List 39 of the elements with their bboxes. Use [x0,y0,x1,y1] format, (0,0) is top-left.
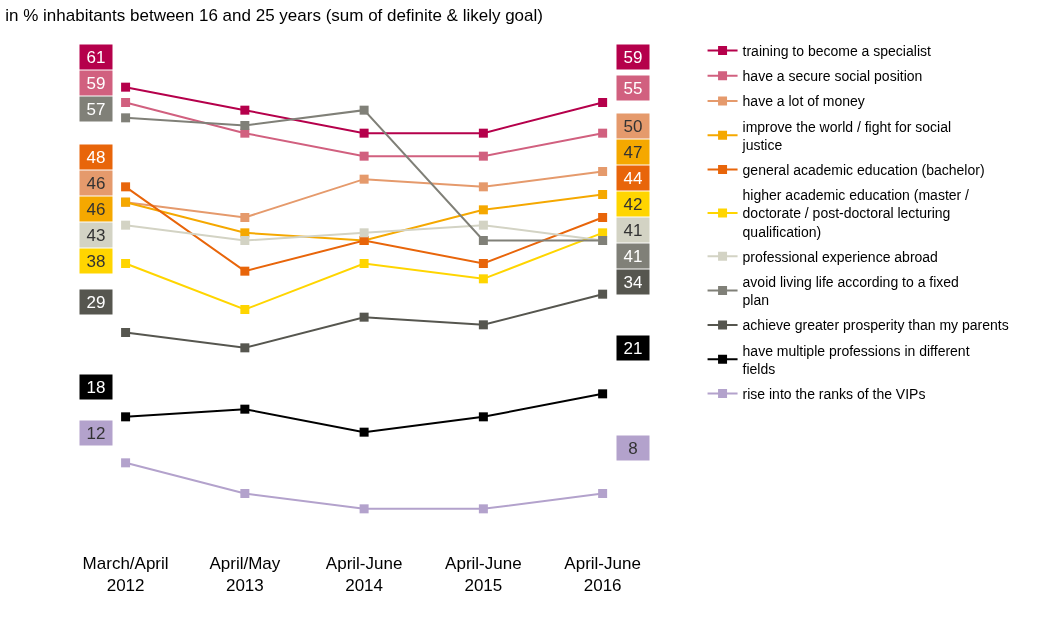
data-label: 47 [623,142,643,162]
data-label: 8 [628,438,638,458]
x-tick-label: April/May 2013 [209,554,281,596]
legend-label: improve the world / fight for social justice [741,118,952,153]
data-label: 21 [623,338,643,358]
legend-label: achieve greater prosperity than my parents [742,317,1009,334]
data-label: 59 [86,73,106,93]
legend-label: rise into the ranks of the VIPs [742,385,926,402]
legend-label: have a secure social position [742,68,923,85]
data-label: 38 [86,251,106,271]
data-label: 29 [86,292,106,312]
legend-label: general academic education (bachelor) [742,161,985,178]
data-label: 48 [86,147,106,167]
x-tick-label: April-June 2016 [564,554,641,596]
data-label: 55 [623,78,643,98]
chart-title: in % inhabitants between 16 and 25 years (sum of definite & likely goal) [5,6,543,26]
data-label: 18 [86,377,106,397]
data-label: 59 [623,47,643,67]
legend-label: professional experience abroad [742,248,938,265]
data-label: 44 [623,168,643,188]
legend-label: have multiple professions in different fields [742,342,970,377]
data-label: 61 [86,47,106,67]
legend-label: have a lot of money [742,93,865,110]
data-label: 34 [623,272,643,292]
legend-label: higher academic education (master / doctorate / post-doctoral lecturing qualification) [742,187,970,240]
x-tick-label: April-June 2015 [445,554,522,596]
data-label: 57 [86,99,106,119]
data-label: 46 [86,173,106,193]
data-label: 41 [623,246,643,266]
data-label: 41 [623,220,643,240]
data-label: 42 [623,194,643,214]
x-tick-label: April-June 2014 [325,554,403,596]
x-tick-label: March/April 2012 [82,554,169,596]
data-label: 46 [86,199,106,219]
legend-label: avoid living life according to a fixed plan [742,273,959,309]
data-label: 43 [86,225,106,245]
data-label: 12 [86,423,106,443]
data-label: 50 [623,116,643,136]
legend-label: training to become a specialist [742,42,931,59]
